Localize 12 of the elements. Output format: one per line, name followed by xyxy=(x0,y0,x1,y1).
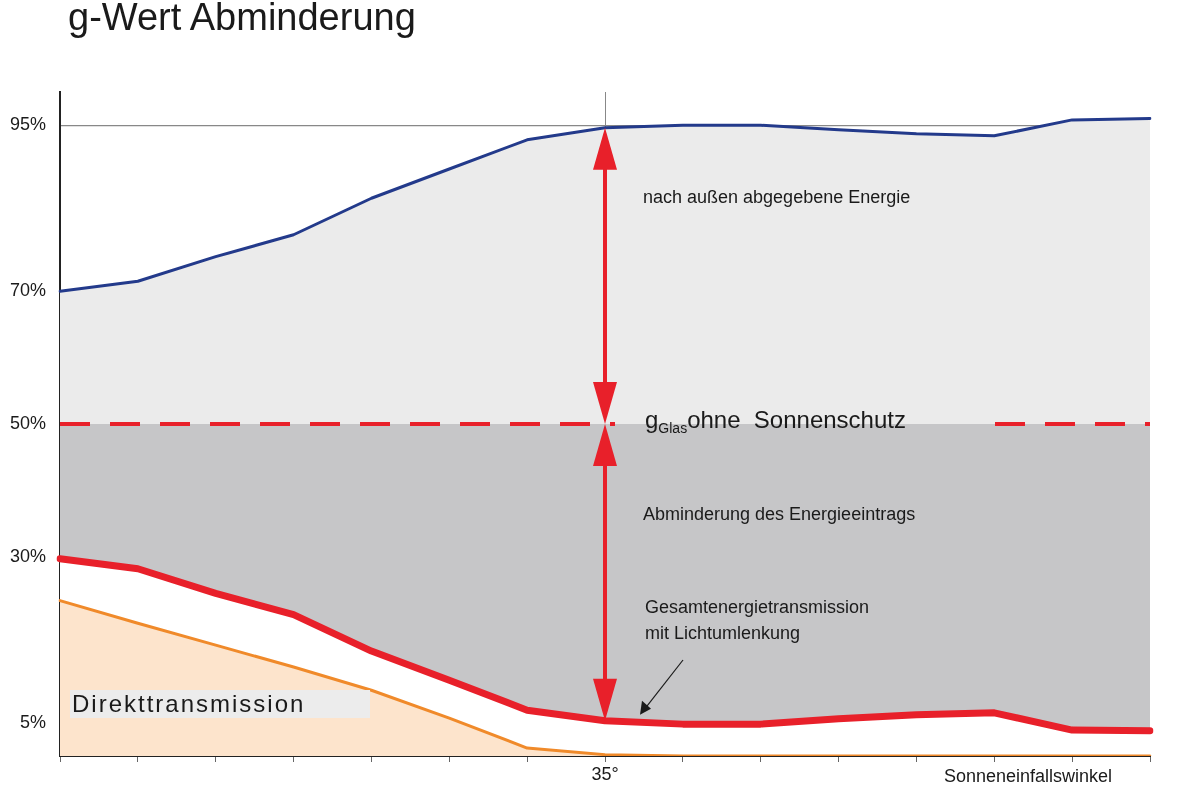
y-tick-label: 70% xyxy=(9,280,46,301)
y-tick-label: 30% xyxy=(9,545,46,566)
y-tick-label: 95% xyxy=(9,114,46,135)
y-tick-label: 5% xyxy=(19,711,46,732)
x-tick-label: 35° xyxy=(591,763,619,784)
x-axis-title: Sonneneinfallswinkel xyxy=(943,766,1112,786)
annotation: Direkttransmission xyxy=(72,690,306,717)
annotation: Gesamtenergietransmission mit Lichtumlenkung xyxy=(645,597,870,643)
chart-title: g-Wert Abminderung xyxy=(68,0,416,39)
annotation: nach außen abgegebene Energie xyxy=(643,187,911,207)
annotation: Abminderung des Energieeintrags xyxy=(643,504,916,524)
y-tick-label: 50% xyxy=(9,412,46,433)
